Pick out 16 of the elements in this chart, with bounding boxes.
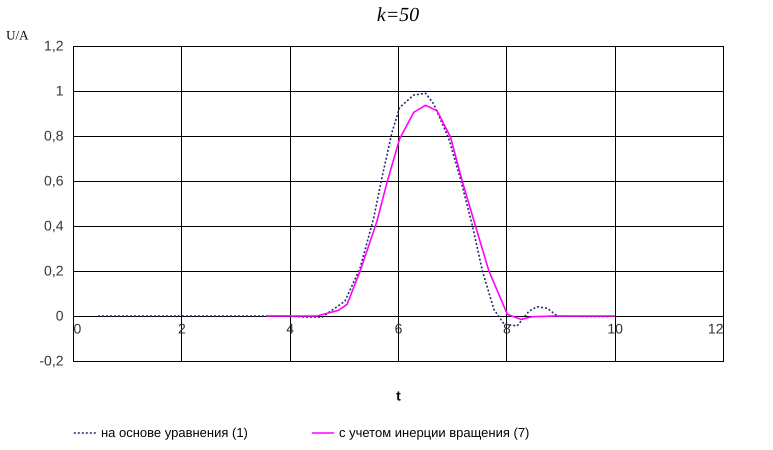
x-axis-title: t: [396, 388, 402, 404]
x-tick-label: 12: [708, 320, 724, 336]
line-series: [266, 104, 616, 320]
y-tick-label: 1: [56, 82, 64, 98]
y-tick-label: 0: [56, 308, 64, 324]
y-axis-title: U/A: [6, 28, 30, 42]
y-tick-label: 0,8: [44, 128, 64, 144]
chart-title: k=50: [376, 4, 420, 26]
y-tick-label: 0,2: [44, 262, 64, 278]
y-tick-label: 0,4: [44, 218, 64, 234]
y-tick-label: -0,2: [39, 352, 64, 368]
x-tick-label: 0: [74, 320, 82, 336]
y-tick-label: 0,6: [44, 172, 64, 188]
legend-label: на основе уравнения (1): [101, 425, 248, 440]
legend-label: с учетом инерции вращения (7): [339, 425, 530, 440]
y-tick-label: 1,2: [44, 38, 64, 54]
